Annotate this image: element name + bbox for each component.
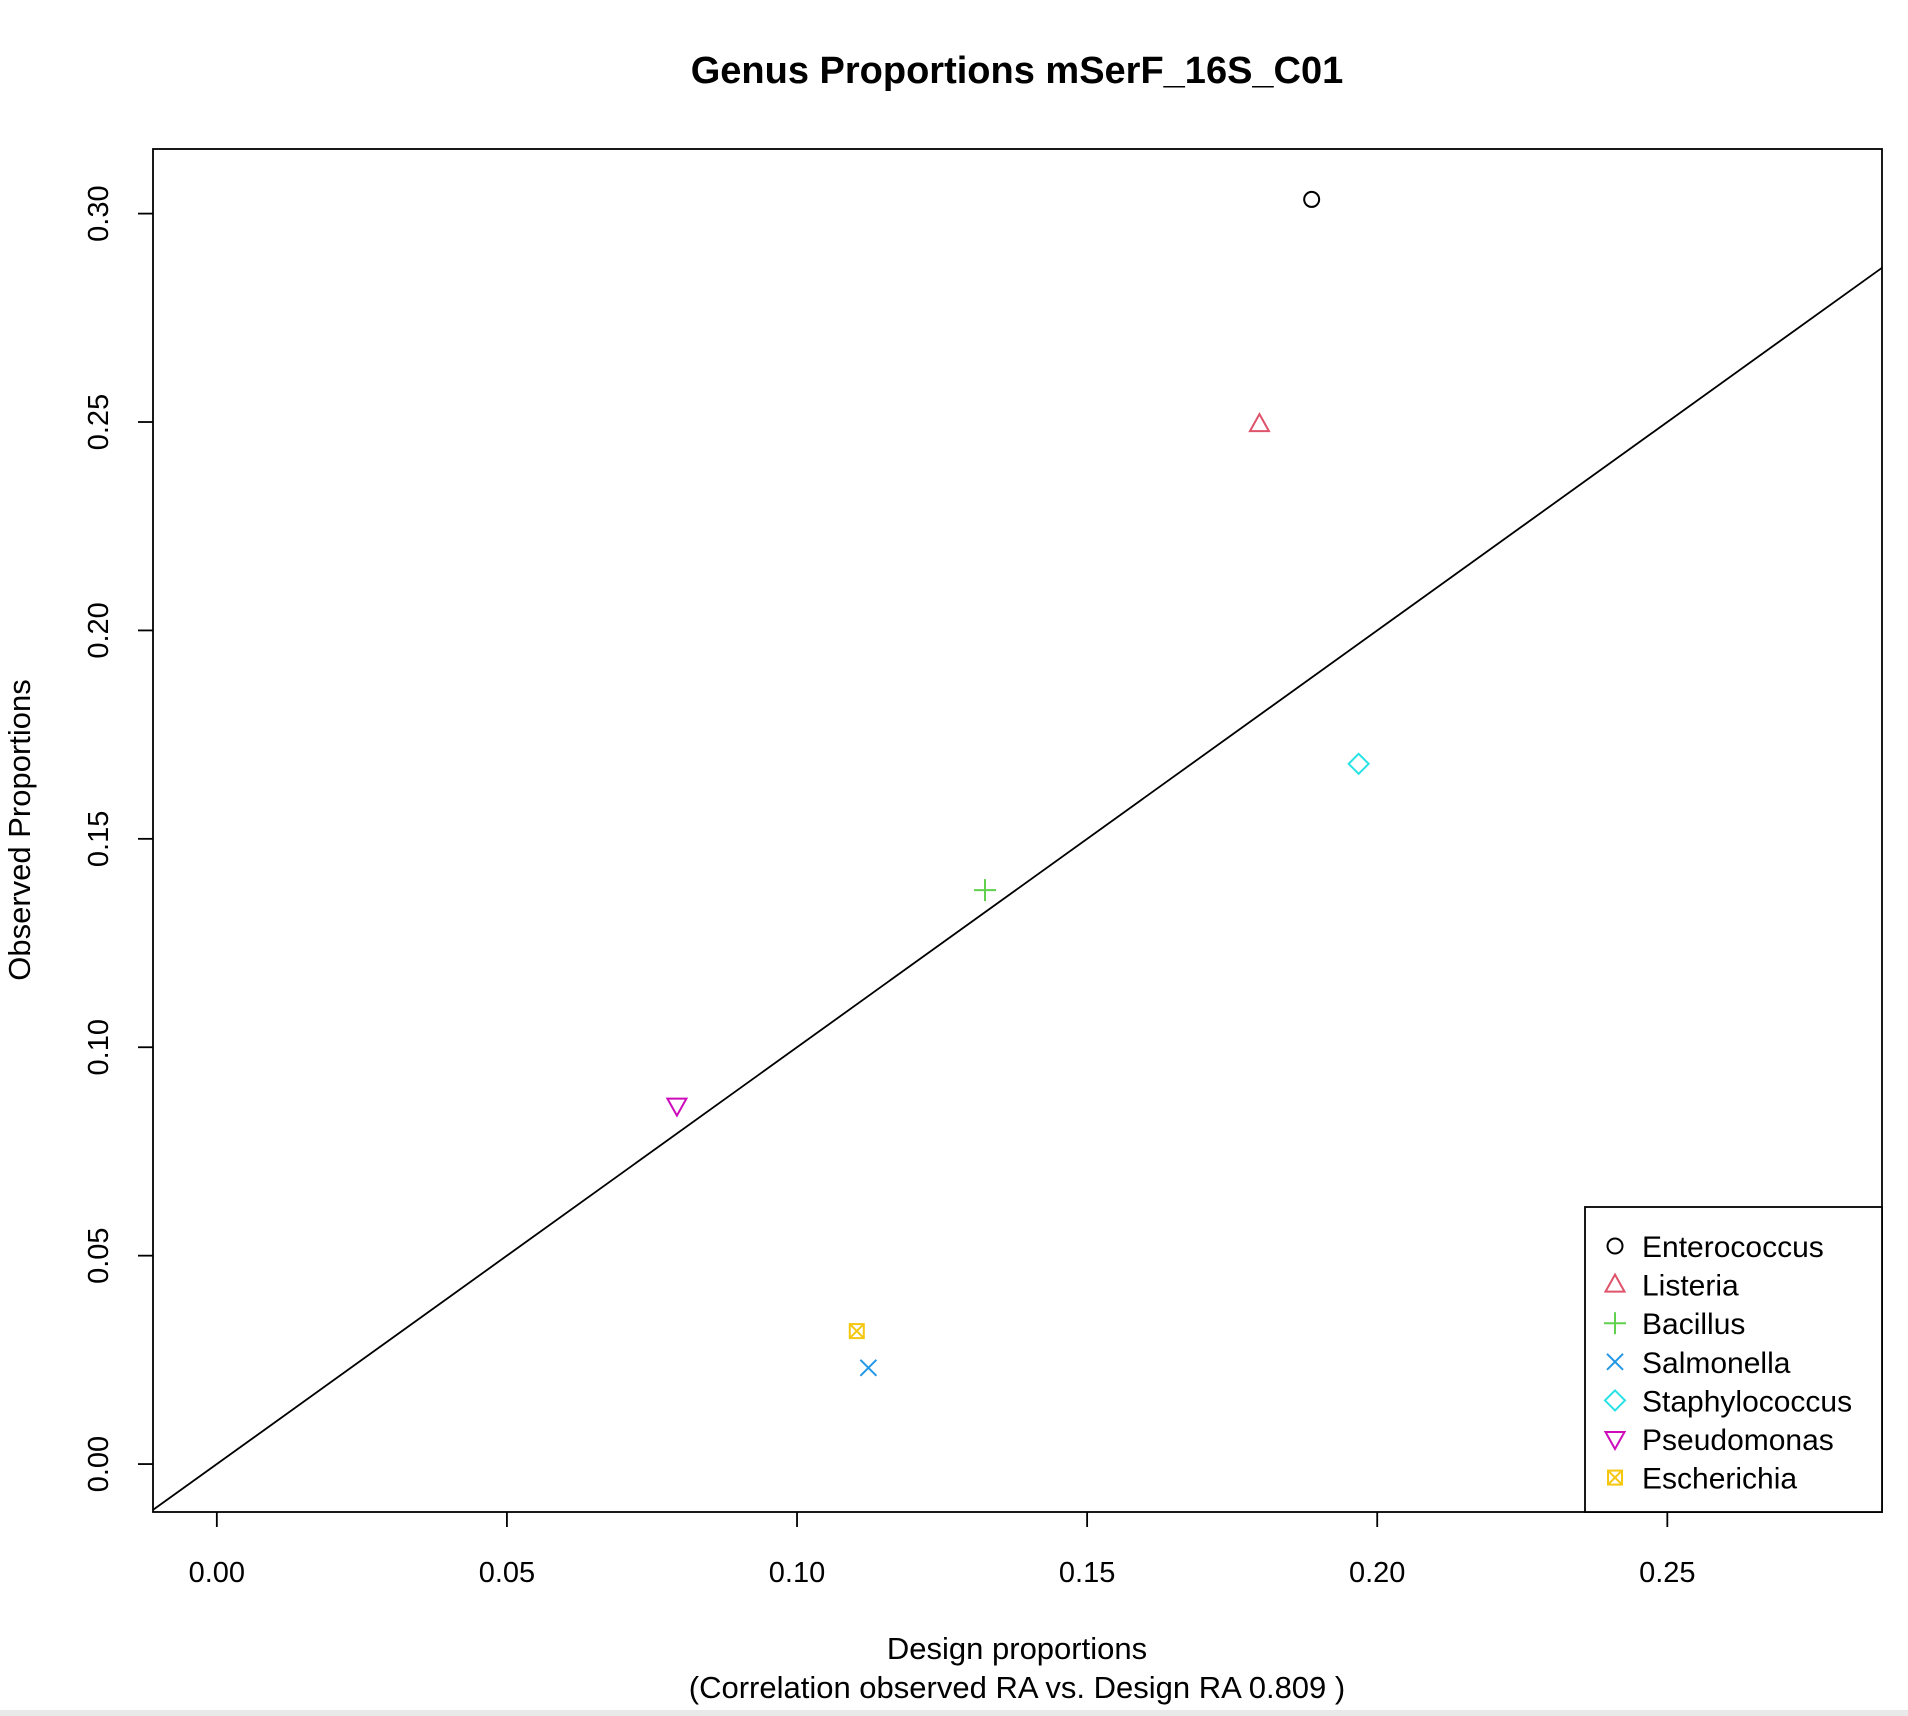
reference-line: [153, 267, 1882, 1511]
marker-x-b: [1606, 1353, 1624, 1371]
legend-marker: [1603, 1388, 1627, 1412]
x-axis: 0.00 0.05 0.10 0.15 0.20 0.25: [189, 1512, 1696, 1589]
y-tick-label: 0.10: [83, 1019, 115, 1075]
chart-title: Genus Proportions mSerF_16S_C01: [691, 50, 1344, 92]
legend-label: Salmonella: [1642, 1347, 1791, 1380]
data-point-listeria: [1248, 412, 1271, 433]
x-tick-label: 0.25: [1639, 1557, 1695, 1589]
legend-item-salmonella: Salmonella: [1606, 1347, 1791, 1380]
x-tick-label: 0.20: [1349, 1557, 1405, 1589]
y-tick-label: 0.30: [83, 185, 115, 241]
plot-frame: [152, 148, 1883, 1513]
marker-x-b: [859, 1359, 878, 1377]
y-tick-label: 0.15: [83, 811, 115, 867]
legend-label: Staphylococcus: [1642, 1385, 1852, 1418]
y-tick-label: 0.20: [83, 602, 115, 658]
legend: Enterococcus Listeria Bacillus Salmonella St…: [1584, 1206, 1883, 1513]
legend-label: Escherichia: [1642, 1463, 1797, 1496]
bottom-divider: [0, 1710, 1908, 1716]
legend-label: Enterococcus: [1642, 1231, 1824, 1264]
legend-marker: [1603, 1431, 1627, 1452]
y-tick-label: 0.25: [83, 394, 115, 450]
marker-triangle-up: [1248, 412, 1271, 433]
legend-marker: [1607, 1469, 1623, 1486]
legend-box: [1584, 1206, 1883, 1513]
legend-item-staphylococcus: Staphylococcus: [1603, 1385, 1852, 1418]
legend-label: Pseudomonas: [1642, 1424, 1834, 1457]
data-point-bacillus: [974, 879, 997, 902]
legend-item-enterococcus: Enterococcus: [1606, 1231, 1824, 1264]
marker-square-x-b: [849, 1323, 865, 1339]
x-tick-label: 0.10: [769, 1557, 825, 1589]
marker-triangle-down: [665, 1097, 689, 1118]
marker-square: [848, 1323, 865, 1340]
reference-line-group: [153, 267, 1882, 1511]
legend-item-pseudomonas: Pseudomonas: [1603, 1424, 1834, 1457]
legend-marker: [1603, 1272, 1627, 1293]
legend-item-listeria: Listeria: [1603, 1270, 1739, 1303]
legend-item-bacillus: Bacillus: [1604, 1308, 1745, 1341]
data-point-enterococcus: [1303, 190, 1321, 208]
legend-marker: [1604, 1312, 1626, 1335]
legend-label: Listeria: [1642, 1270, 1739, 1303]
y-axis: 0.00 0.05 0.10 0.15 0.20 0.25 0.30: [83, 185, 153, 1492]
legend-item-escherichia: Escherichia: [1607, 1463, 1797, 1496]
data-point-pseudomonas: [665, 1097, 689, 1118]
marker-square-x-b: [1607, 1469, 1623, 1486]
marker-circle: [1606, 1237, 1624, 1255]
y-tick-label: 0.00: [83, 1436, 115, 1492]
marker-square: [1607, 1469, 1623, 1486]
y-tick-label: 0.05: [83, 1227, 115, 1283]
legend-marker: [1606, 1237, 1624, 1255]
x-axis-sublabel: (Correlation observed RA vs. Design RA 0…: [689, 1670, 1345, 1705]
marker-triangle-down: [1603, 1431, 1627, 1452]
marker-diamond: [1603, 1388, 1627, 1412]
data-point-staphylococcus: [1347, 752, 1371, 776]
y-axis-label: Observed Proportions: [2, 679, 37, 981]
x-tick-label: 0.15: [1059, 1557, 1115, 1589]
marker-triangle-up: [1603, 1272, 1627, 1293]
data-points: [665, 190, 1371, 1377]
data-point-salmonella: [859, 1359, 878, 1377]
legend-label: Bacillus: [1642, 1308, 1745, 1341]
marker-circle: [1303, 190, 1321, 208]
data-point-escherichia: [848, 1323, 865, 1340]
x-tick-label: 0.05: [479, 1557, 535, 1589]
marker-diamond: [1347, 752, 1371, 776]
x-axis-label: Design proportions: [887, 1631, 1147, 1666]
x-tick-label: 0.00: [189, 1557, 245, 1589]
legend-marker: [1606, 1353, 1624, 1371]
